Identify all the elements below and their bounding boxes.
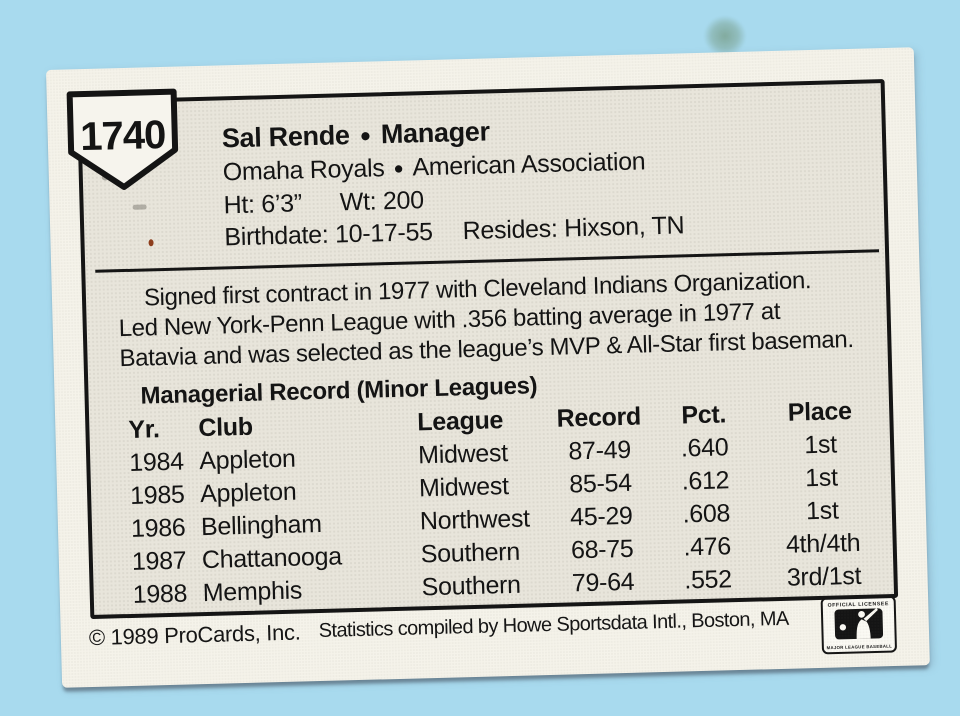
card-number: 1740 [79,112,166,160]
cell-record: 87-49 [568,435,632,466]
cell-yr: 1984 [128,447,185,477]
league-name: American Association [412,147,646,182]
baseball-card-back: Sal Rende ● Manager Omaha Royals ● American … [46,47,930,688]
stain-mark [704,16,746,56]
birthdate-value: Birthdate: 10-17-55 [224,217,434,252]
cell-club: Memphis [202,576,303,608]
bullet-icon: ● [393,158,404,178]
cell-yr: 1987 [131,546,187,576]
cell-record: 45-29 [569,501,633,532]
cell-record: 85-54 [568,468,633,499]
height-value: Ht: 6’3” [223,189,303,220]
cell-league: Northwest [419,504,531,536]
cell-yr: 1988 [132,579,188,609]
card-number-badge: 1740 [65,87,182,194]
col-header-place: Place [787,397,852,427]
cell-pct: .608 [682,499,731,529]
cell-pct: .612 [681,466,730,496]
cell-league: Midwest [417,439,509,470]
col-header-record: Record [556,402,642,433]
player-name: Sal Rende [221,120,351,154]
seal-top-text: OFFICIAL LICENSEE [828,601,890,609]
player-header: Sal Rende ● Manager Omaha Royals ● American … [81,83,885,257]
col-header-yr: Yr. [128,415,160,444]
bio-paragraph: Signed first contract in 1977 with Cleve… [118,264,888,374]
cell-record: 68-75 [570,534,634,565]
cell-place: 4th/4th [785,528,861,559]
cell-record: 79-64 [571,567,635,598]
cell-pct: .552 [683,565,733,595]
cell-pct: .476 [683,532,732,562]
team-name: Omaha Royals [222,154,385,187]
cell-yr: 1985 [129,480,185,510]
player-role: Manager [380,116,491,150]
cell-league: Southern [420,537,521,569]
card-content: Sal Rende ● Manager Omaha Royals ● American … [81,83,894,615]
cell-league: Southern [421,570,522,602]
managerial-record-table: Yr. Club League Record Pct. Place 1984 A… [89,394,894,613]
mlb-licensee-seal: OFFICIAL LICENSEE MAJOR LEAGUE BASEBALL [820,595,897,655]
cell-pct: .640 [680,433,729,463]
mlb-batter-icon: OFFICIAL LICENSEE MAJOR LEAGUE BASEBALL [820,595,897,655]
col-header-league: League [416,406,504,437]
speck-mark [132,204,147,210]
cell-place: 1st [803,430,838,460]
card-frame-panel: Sal Rende ● Manager Omaha Royals ● American … [76,79,899,620]
weight-value: Wt: 200 [339,186,425,217]
cell-league: Midwest [418,472,510,503]
cell-place: 1st [804,463,839,493]
col-header-pct: Pct. [681,400,727,430]
bullet-icon: ● [359,125,372,147]
cell-place: 1st [805,496,839,526]
cell-yr: 1986 [130,513,186,543]
seal-bottom-text: MAJOR LEAGUE BASEBALL [827,644,893,651]
stats-credit-text: Statistics compiled by Howe Sportsdata I… [318,607,789,643]
cell-place: 3rd/1st [786,561,862,592]
copyright-text: © 1989 ProCards, Inc. [88,619,301,651]
home-plate-icon [66,88,179,190]
residence-value: Resides: Hixson, TN [462,211,685,246]
speck-mark [148,239,154,247]
